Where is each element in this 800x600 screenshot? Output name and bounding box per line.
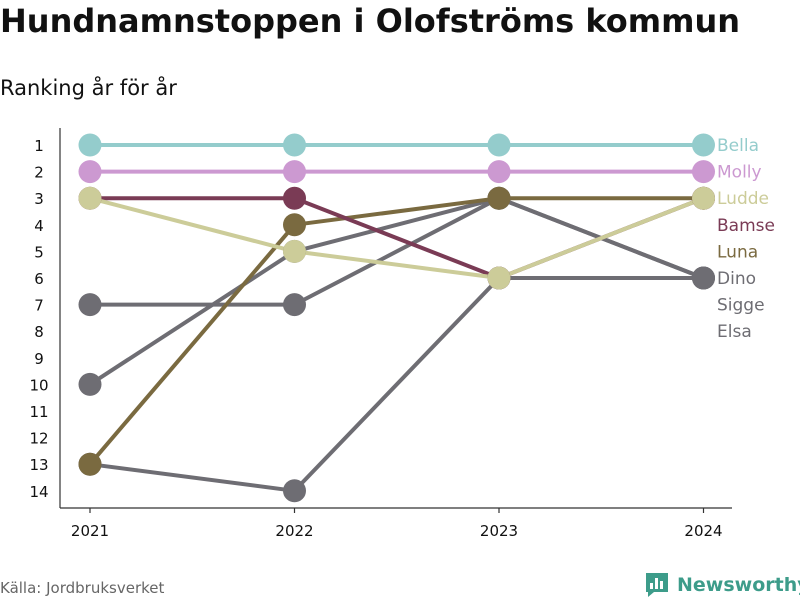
y-tick-label: 8 — [34, 323, 44, 341]
data-point-luna — [487, 186, 511, 210]
series-label-elsa: Elsa — [717, 322, 752, 342]
data-point-bella — [78, 133, 102, 157]
series-line-elsa — [88, 276, 706, 493]
series-label-sigge: Sigge — [717, 296, 765, 316]
data-point-bamse — [283, 186, 306, 210]
data-point-elsa — [283, 479, 306, 503]
y-tick-label: 4 — [34, 217, 44, 235]
x-tick-label: 2023 — [480, 522, 518, 540]
x-tick-label: 2022 — [275, 522, 313, 540]
y-tick-label: 2 — [34, 164, 44, 182]
y-tick-label: 1 — [34, 137, 44, 155]
brand-name: Newsworthy — [677, 574, 800, 596]
y-tick-label: 6 — [34, 270, 44, 288]
series-label-bamse: Bamse — [717, 216, 775, 236]
y-tick-label: 14 — [29, 483, 48, 501]
data-point-molly — [692, 160, 715, 184]
y-tick-label: 7 — [34, 297, 44, 315]
series-line-ludde — [88, 196, 706, 280]
data-point-bella — [692, 133, 715, 157]
source-note: Källa: Jordbruksverket — [0, 579, 165, 597]
series-label-dino: Dino — [717, 269, 756, 289]
data-point-bella — [487, 133, 511, 157]
data-point-ludde — [283, 239, 306, 263]
data-point-molly — [78, 160, 102, 184]
y-tick-label: 13 — [29, 456, 48, 474]
series-line-dino — [88, 196, 706, 307]
brand-logo[interactable]: Newsworthy — [645, 571, 800, 599]
x-tick-label: 2021 — [71, 522, 109, 540]
chart-subtitle: Ranking år för år — [0, 76, 177, 100]
y-tick-label: 3 — [34, 190, 44, 208]
data-point-molly — [283, 160, 306, 184]
data-point-bella — [283, 133, 306, 157]
y-tick-label: 11 — [29, 403, 48, 421]
y-tick-label: 5 — [34, 243, 44, 261]
y-tick-label: 9 — [34, 350, 44, 368]
chart-title: Hundnamnstoppen i Olofströms kommun — [0, 2, 740, 40]
data-point-dino — [78, 293, 102, 317]
data-point-ludde — [692, 186, 715, 210]
data-point-molly — [487, 160, 511, 184]
y-tick-label: 12 — [29, 430, 48, 448]
data-point-dino — [283, 293, 306, 317]
series-label-molly: Molly — [717, 163, 762, 183]
data-point-dino — [692, 266, 715, 290]
data-point-luna — [283, 213, 306, 237]
series-label-ludde: Ludde — [717, 189, 769, 209]
bar-chart-logo-icon — [646, 573, 668, 597]
series-label-bella: Bella — [717, 136, 759, 156]
data-point-ludde — [78, 186, 102, 210]
data-point-luna — [78, 452, 102, 476]
data-point-sigge — [78, 372, 102, 396]
y-tick-label: 10 — [29, 376, 48, 394]
series-label-luna: Luna — [717, 242, 758, 262]
series-line-luna — [88, 196, 706, 467]
x-tick-label: 2024 — [684, 522, 722, 540]
data-point-ludde — [487, 266, 511, 290]
